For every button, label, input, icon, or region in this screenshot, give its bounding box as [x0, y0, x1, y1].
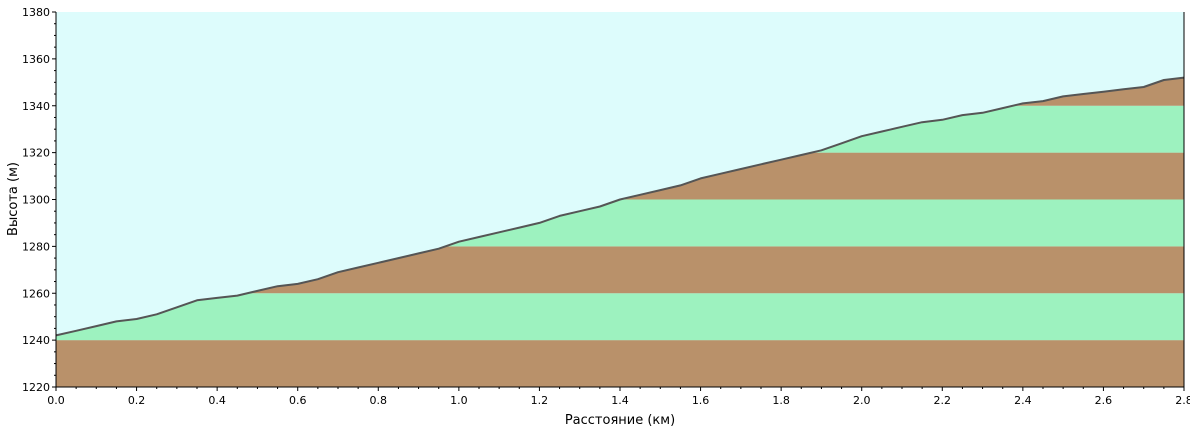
y-tick-label: 1340 — [22, 100, 50, 113]
x-tick-label: 1.2 — [531, 394, 549, 407]
x-axis-title: Расстояние (км) — [565, 413, 675, 428]
x-tick-label: 1.6 — [692, 394, 710, 407]
y-axis-title: Высота (м) — [6, 162, 21, 236]
x-tick-label: 1.8 — [772, 394, 790, 407]
x-tick-label: 0.2 — [128, 394, 146, 407]
plot-area — [55, 12, 1185, 387]
x-tick-label: 2.2 — [934, 394, 952, 407]
x-tick-label: 2.4 — [1014, 394, 1032, 407]
x-tick-label: 2.0 — [853, 394, 871, 407]
y-tick-label: 1380 — [22, 6, 50, 19]
y-tick-label: 1220 — [22, 381, 50, 394]
x-tick-label: 0.6 — [289, 394, 307, 407]
y-tick-label: 1360 — [22, 53, 50, 66]
x-tick-label: 2.8 — [1175, 394, 1190, 407]
elevation-band — [56, 340, 1184, 387]
elevation-profile-line — [55, 76, 1185, 337]
y-tick-label: 1260 — [22, 287, 50, 300]
x-tick-label: 0.4 — [208, 394, 226, 407]
x-tick-label: 0.8 — [370, 394, 388, 407]
elevation-band — [56, 293, 1184, 341]
y-tick-label: 1280 — [22, 240, 50, 253]
y-tick-label: 1320 — [22, 147, 50, 160]
axes: 1220 1240 1260 1280 1300 1320 1340 1360 1380 0.0 0… — [22, 6, 1190, 407]
x-tick-label: 0.0 — [47, 394, 65, 407]
y-tick-label: 1300 — [22, 194, 50, 207]
x-tick-label: 1.0 — [450, 394, 468, 407]
x-tick-label: 1.4 — [611, 394, 629, 407]
y-tick-label: 1240 — [22, 334, 50, 347]
x-tick-label: 2.6 — [1095, 394, 1113, 407]
